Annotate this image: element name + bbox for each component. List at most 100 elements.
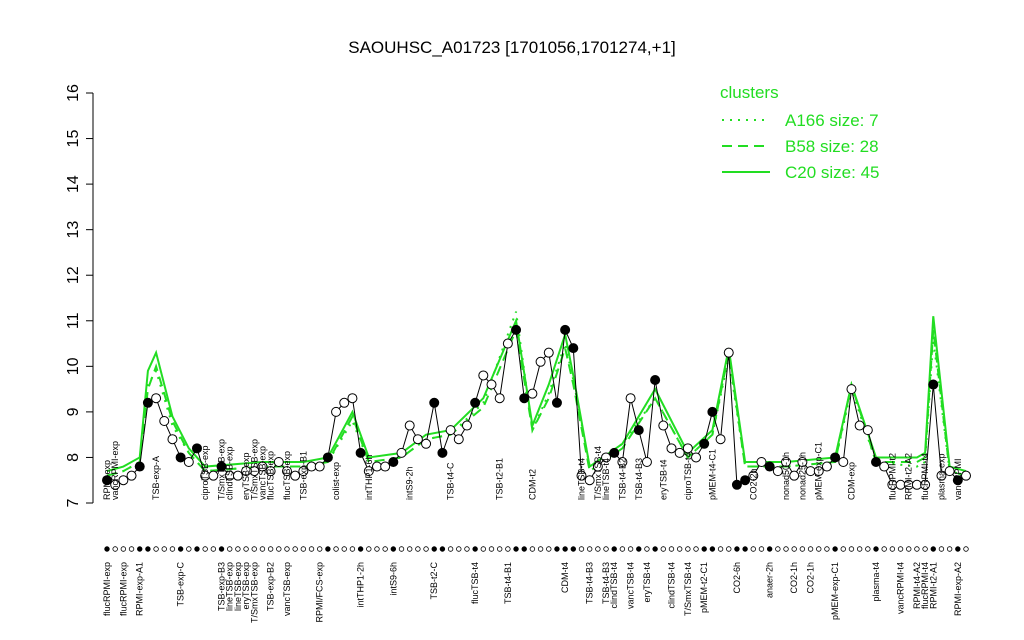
bottom-label: vancRPMI-t4	[896, 562, 906, 614]
bottom-label: lineTSB-exp	[233, 562, 243, 611]
data-point	[691, 452, 702, 463]
rug-dot	[856, 546, 863, 552]
top-label: flucTSB-exp	[266, 451, 276, 500]
data-point	[371, 461, 382, 472]
bottom-label: T/SmxTSB-t4	[683, 562, 693, 616]
y-tick-label: 12	[65, 266, 82, 284]
bottom-label: RPMI-exp-A1	[135, 562, 145, 616]
rug-dot	[930, 546, 936, 552]
bottom-label: TSB-t2-C	[429, 562, 439, 600]
rug-dot	[848, 546, 855, 552]
bottom-label: CDM-t4	[560, 562, 570, 593]
rug-dot	[292, 546, 298, 552]
data-point	[928, 379, 939, 390]
rug-dot	[619, 546, 626, 552]
data-point	[437, 447, 448, 458]
data-point	[281, 466, 292, 477]
legend-label: A166 size: 7	[785, 111, 879, 130]
top-label: vancTSB-exp	[257, 446, 267, 500]
rug-dot	[840, 546, 846, 552]
rug-dot	[251, 546, 257, 552]
rug-dot	[734, 546, 740, 552]
bottom-label: lineTSB-exp	[225, 562, 235, 611]
rug-dot	[202, 546, 208, 552]
data-point	[584, 475, 595, 486]
rug-dot	[636, 546, 642, 552]
bottom-label: RPMI-exp-A2	[953, 562, 963, 616]
top-label: flucRPMI-t2	[887, 453, 897, 500]
y-tick-label: 7	[65, 498, 82, 507]
top-label: intTHP1-6h	[364, 454, 374, 500]
rug-dot	[906, 546, 912, 552]
rug-dot	[963, 546, 969, 552]
data-point	[756, 457, 767, 467]
top-label: TSB-t4-C	[446, 462, 456, 500]
rug-dot	[137, 546, 143, 552]
top-label: pMEM-t4-C1	[707, 449, 717, 500]
data-point	[232, 470, 243, 481]
data-point	[519, 393, 530, 404]
rug-dot	[464, 546, 470, 552]
data-point	[331, 406, 342, 417]
y-tick-label: 14	[65, 175, 82, 193]
chart-title: SAOUHSC_A01723 [1701056,1701274,+1]	[348, 38, 676, 57]
bottom-label: flucRPMI-exp	[118, 562, 128, 616]
data-point	[862, 425, 873, 436]
bottom-label: eryTSB-exp	[241, 562, 251, 610]
bottom-label: TSB-exp-B3	[217, 562, 227, 611]
data-point	[944, 466, 955, 477]
rug-dot	[120, 546, 127, 552]
data-point	[363, 466, 374, 477]
rug-dot	[186, 546, 192, 552]
rug-dot	[726, 546, 732, 552]
top-label: ciproTSB-t4	[683, 452, 693, 500]
data-point	[494, 393, 505, 404]
y-tick-label: 10	[65, 357, 82, 375]
top-label: T/SmxTSB-exp	[249, 439, 259, 500]
data-point	[445, 425, 456, 436]
rug-dot	[128, 546, 135, 552]
rug-dot	[873, 546, 879, 552]
bottom-label: vancTSB-exp	[282, 562, 292, 616]
top-label: ciproTSB-exp	[200, 445, 210, 500]
data-point	[723, 347, 734, 358]
rug-dot	[145, 546, 151, 552]
data-point	[159, 416, 170, 426]
rug-dot	[406, 546, 413, 552]
data-point	[388, 457, 399, 467]
data-point	[838, 457, 849, 467]
data-point	[666, 443, 677, 454]
data-point	[470, 397, 481, 408]
data-point	[453, 434, 464, 445]
data-point	[568, 343, 579, 354]
bottom-label: intTHP1-2h	[356, 562, 366, 608]
rug-dot	[693, 546, 699, 552]
data-point	[339, 397, 350, 408]
rug-dot	[104, 546, 110, 552]
bottom-label: flucRPMI-exp	[102, 562, 112, 616]
data-point	[781, 457, 792, 467]
rug-dot	[472, 546, 478, 552]
bottom-label: flucRPMI-t4	[920, 562, 930, 609]
data-point	[830, 452, 841, 463]
data-point	[617, 457, 628, 467]
rug-dot	[701, 546, 707, 552]
rug-dot	[243, 546, 249, 552]
data-point	[527, 388, 538, 399]
data-point	[699, 438, 710, 449]
top-label: CDM-exp	[846, 462, 856, 500]
rug-dot	[153, 546, 159, 552]
bottom-label: pMEM-exp-C1	[830, 562, 840, 620]
data-point	[764, 461, 775, 472]
data-point	[142, 397, 153, 408]
rug-dot	[456, 546, 462, 552]
rug-dot	[480, 546, 487, 552]
bottom-label: TSB-t4-B3	[585, 562, 595, 604]
rug-dot	[603, 546, 609, 552]
rug-dot	[775, 546, 781, 552]
data-point	[486, 379, 497, 390]
top-label: TSB-exp-A	[151, 456, 161, 500]
data-point	[257, 461, 268, 472]
rug-dot	[652, 546, 658, 552]
rug-dot	[938, 546, 945, 552]
